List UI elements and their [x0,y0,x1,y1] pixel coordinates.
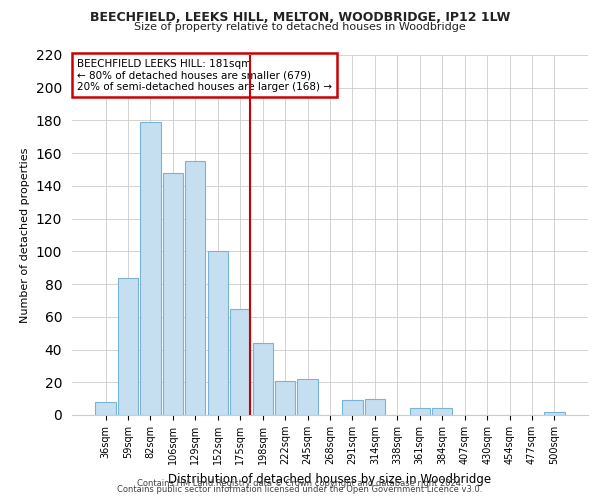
Text: BEECHFIELD LEEKS HILL: 181sqm
← 80% of detached houses are smaller (679)
20% of : BEECHFIELD LEEKS HILL: 181sqm ← 80% of d… [77,58,332,92]
Bar [343,400,362,415]
Bar [275,380,295,415]
Bar [208,252,228,415]
Y-axis label: Number of detached properties: Number of detached properties [20,148,30,322]
Bar [230,308,250,415]
Bar [253,343,273,415]
Text: Contains HM Land Registry data © Crown copyright and database right 2024.: Contains HM Land Registry data © Crown c… [137,478,463,488]
Bar [140,122,161,415]
Text: Contains public sector information licensed under the Open Government Licence v3: Contains public sector information licen… [118,485,482,494]
Bar [163,173,183,415]
Bar [432,408,452,415]
Bar [544,412,565,415]
Bar [365,398,385,415]
Bar [118,278,138,415]
Bar [95,402,116,415]
Bar [185,162,205,415]
Bar [410,408,430,415]
Text: Size of property relative to detached houses in Woodbridge: Size of property relative to detached ho… [134,22,466,32]
Bar [298,379,317,415]
Text: BEECHFIELD, LEEKS HILL, MELTON, WOODBRIDGE, IP12 1LW: BEECHFIELD, LEEKS HILL, MELTON, WOODBRID… [90,11,510,24]
X-axis label: Distribution of detached houses by size in Woodbridge: Distribution of detached houses by size … [169,472,491,486]
